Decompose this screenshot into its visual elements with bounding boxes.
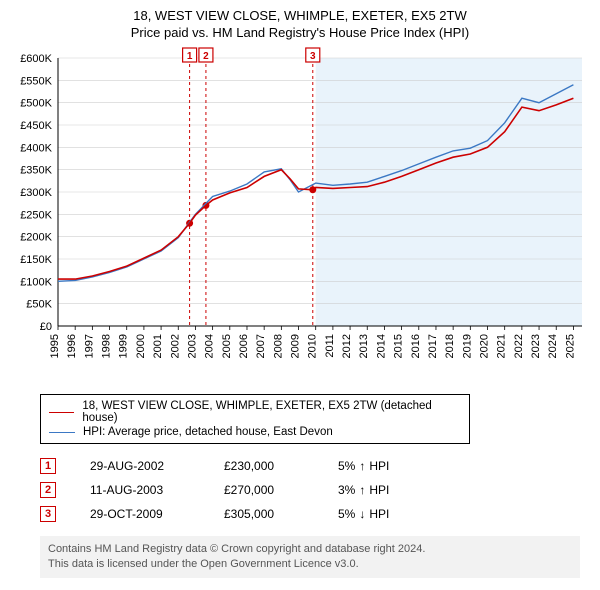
chart-svg: £0 £50K £100K £150K £200K £250K £300K £350K £400… — [10, 46, 590, 386]
svg-text:£450K: £450K — [20, 120, 52, 132]
legend-swatch — [49, 412, 74, 413]
title-main: 18, WEST VIEW CLOSE, WHIMPLE, EXETER, EX… — [10, 8, 590, 23]
svg-text:1998: 1998 — [101, 334, 113, 358]
svg-text:2022: 2022 — [513, 334, 525, 358]
svg-text:2014: 2014 — [375, 334, 387, 358]
svg-text:£50K: £50K — [26, 299, 52, 311]
svg-text:1997: 1997 — [83, 334, 95, 358]
svg-text:£300K: £300K — [20, 187, 52, 199]
svg-text:2006: 2006 — [238, 334, 250, 358]
svg-text:2024: 2024 — [547, 334, 559, 358]
svg-text:1996: 1996 — [66, 334, 78, 358]
svg-text:£200K: £200K — [20, 232, 52, 244]
svg-text:2004: 2004 — [204, 334, 216, 358]
svg-text:3: 3 — [310, 51, 316, 62]
svg-text:2002: 2002 — [169, 334, 181, 358]
svg-text:2005: 2005 — [221, 334, 233, 358]
marker-price: £305,000 — [224, 507, 304, 521]
svg-text:1: 1 — [187, 51, 193, 62]
legend: 18, WEST VIEW CLOSE, WHIMPLE, EXETER, EX… — [40, 394, 470, 444]
svg-text:£250K: £250K — [20, 209, 52, 221]
svg-text:2025: 2025 — [564, 334, 576, 358]
svg-text:2023: 2023 — [530, 334, 542, 358]
legend-label: HPI: Average price, detached house, East… — [83, 426, 333, 438]
svg-text:2016: 2016 — [410, 334, 422, 358]
page: 18, WEST VIEW CLOSE, WHIMPLE, EXETER, EX… — [0, 0, 600, 588]
marker-date: 29-AUG-2002 — [90, 459, 190, 473]
svg-text:£150K: £150K — [20, 254, 52, 266]
svg-text:£100K: £100K — [20, 276, 52, 288]
svg-text:£400K: £400K — [20, 142, 52, 154]
svg-text:2012: 2012 — [341, 334, 353, 358]
marker-delta: 5% ↑ HPI — [338, 459, 428, 473]
svg-text:1995: 1995 — [49, 334, 61, 358]
marker-number-box: 2 — [40, 482, 56, 498]
svg-text:£550K: £550K — [20, 75, 52, 87]
marker-number-box: 1 — [40, 458, 56, 474]
svg-text:2: 2 — [203, 51, 209, 62]
marker-date: 29-OCT-2009 — [90, 507, 190, 521]
svg-text:2009: 2009 — [290, 334, 302, 358]
svg-text:£350K: £350K — [20, 165, 52, 177]
svg-text:2017: 2017 — [427, 334, 439, 358]
title-sub: Price paid vs. HM Land Registry's House … — [10, 25, 590, 40]
marker-row: 3 29-OCT-2009 £305,000 5% ↓ HPI — [40, 502, 590, 526]
marker-date: 11-AUG-2003 — [90, 483, 190, 497]
svg-text:2003: 2003 — [186, 334, 198, 358]
svg-text:1999: 1999 — [118, 334, 130, 358]
svg-text:2020: 2020 — [479, 334, 491, 358]
arrow-up-icon: ↑ — [359, 459, 365, 473]
svg-text:2018: 2018 — [444, 334, 456, 358]
marker-row: 2 11-AUG-2003 £270,000 3% ↑ HPI — [40, 478, 590, 502]
svg-text:2019: 2019 — [461, 334, 473, 358]
svg-text:£500K: £500K — [20, 98, 52, 110]
marker-delta: 5% ↓ HPI — [338, 507, 428, 521]
svg-text:2000: 2000 — [135, 334, 147, 358]
svg-text:2021: 2021 — [496, 334, 508, 358]
svg-text:2011: 2011 — [324, 334, 336, 358]
attribution-line: This data is licensed under the Open Gov… — [48, 557, 572, 572]
svg-text:£600K: £600K — [20, 53, 52, 65]
arrow-down-icon: ↓ — [359, 507, 365, 521]
legend-item: HPI: Average price, detached house, East… — [49, 425, 461, 439]
svg-text:2010: 2010 — [307, 334, 319, 358]
marker-delta: 3% ↑ HPI — [338, 483, 428, 497]
svg-text:2015: 2015 — [393, 334, 405, 358]
legend-swatch — [49, 432, 75, 433]
arrow-up-icon: ↑ — [359, 483, 365, 497]
price-chart: £0 £50K £100K £150K £200K £250K £300K £350K £400… — [10, 46, 590, 386]
marker-price: £230,000 — [224, 459, 304, 473]
event-markers: 1 29-AUG-2002 £230,000 5% ↑ HPI 2 11-AUG… — [40, 454, 590, 526]
svg-text:£0: £0 — [40, 321, 52, 333]
legend-item: 18, WEST VIEW CLOSE, WHIMPLE, EXETER, EX… — [49, 399, 461, 425]
title-block: 18, WEST VIEW CLOSE, WHIMPLE, EXETER, EX… — [10, 8, 590, 40]
svg-text:2008: 2008 — [272, 334, 284, 358]
marker-price: £270,000 — [224, 483, 304, 497]
attribution: Contains HM Land Registry data © Crown c… — [40, 536, 580, 578]
svg-text:2001: 2001 — [152, 334, 164, 358]
attribution-line: Contains HM Land Registry data © Crown c… — [48, 542, 572, 557]
svg-text:2013: 2013 — [358, 334, 370, 358]
marker-row: 1 29-AUG-2002 £230,000 5% ↑ HPI — [40, 454, 590, 478]
marker-number-box: 3 — [40, 506, 56, 522]
legend-label: 18, WEST VIEW CLOSE, WHIMPLE, EXETER, EX… — [82, 400, 461, 424]
svg-text:2007: 2007 — [255, 334, 267, 358]
